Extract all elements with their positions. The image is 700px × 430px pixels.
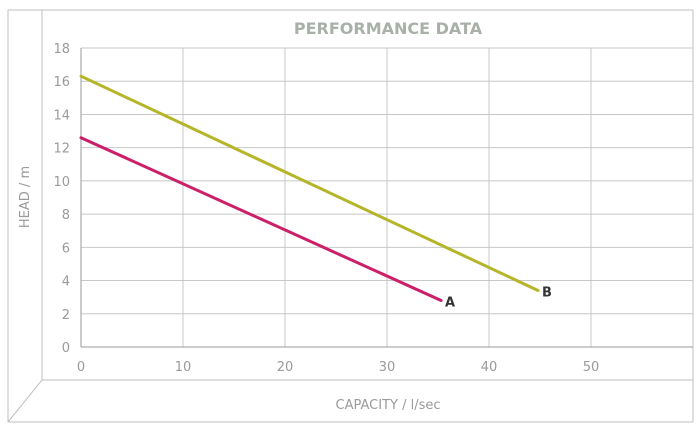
x-tick-label: 10: [175, 360, 192, 375]
x-tick-label: 50: [583, 360, 600, 375]
x-tick-label: 0: [77, 360, 85, 375]
y-tick-label: 12: [53, 142, 70, 157]
x-axis-title: CAPACITY / l/sec: [336, 398, 441, 413]
x-tick-label: 40: [481, 360, 498, 375]
x-tick-label: 20: [277, 360, 294, 375]
label-layer: AB: [445, 286, 552, 311]
series-label-b: B: [542, 286, 552, 301]
tick-layer: 0 2 4 6 8 10 12 14 16 18 0 10 20 30 40 50: [53, 42, 599, 375]
y-tick-label: 0: [62, 341, 70, 356]
y-tick-label: 4: [62, 275, 70, 290]
grid-layer: [80, 47, 693, 348]
y-tick-label: 16: [53, 75, 70, 90]
x-tick-label: 30: [379, 360, 396, 375]
y-tick-label: 14: [53, 108, 70, 123]
y-tick-label: 8: [62, 208, 70, 223]
y-tick-label: 10: [53, 175, 70, 190]
y-tick-label: 18: [53, 42, 70, 57]
y-tick-label: 6: [62, 241, 70, 256]
y-axis-title: HEAD / m: [18, 166, 33, 228]
frame-diagonal: [7, 379, 43, 423]
chart-title: PERFORMANCE DATA: [294, 19, 483, 38]
y-tick-label: 2: [62, 308, 70, 323]
series-label-a: A: [445, 295, 455, 310]
series-line-b: [79, 74, 540, 292]
series-layer: [79, 74, 540, 302]
series-line-a: [79, 136, 443, 302]
